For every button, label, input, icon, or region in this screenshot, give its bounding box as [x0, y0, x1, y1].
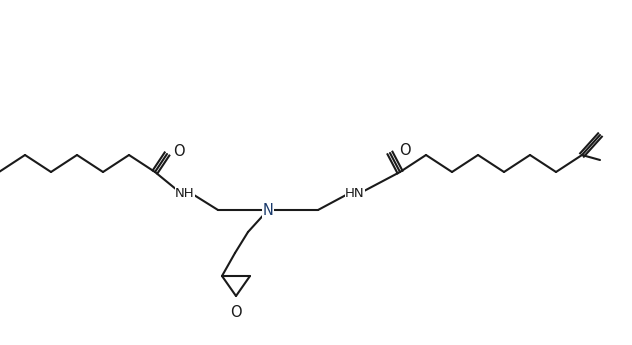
Text: O: O	[173, 144, 185, 158]
Text: HN: HN	[345, 187, 365, 199]
Text: O: O	[399, 142, 411, 158]
Text: O: O	[230, 305, 242, 320]
Text: N: N	[262, 203, 274, 217]
Text: NH: NH	[175, 187, 195, 199]
